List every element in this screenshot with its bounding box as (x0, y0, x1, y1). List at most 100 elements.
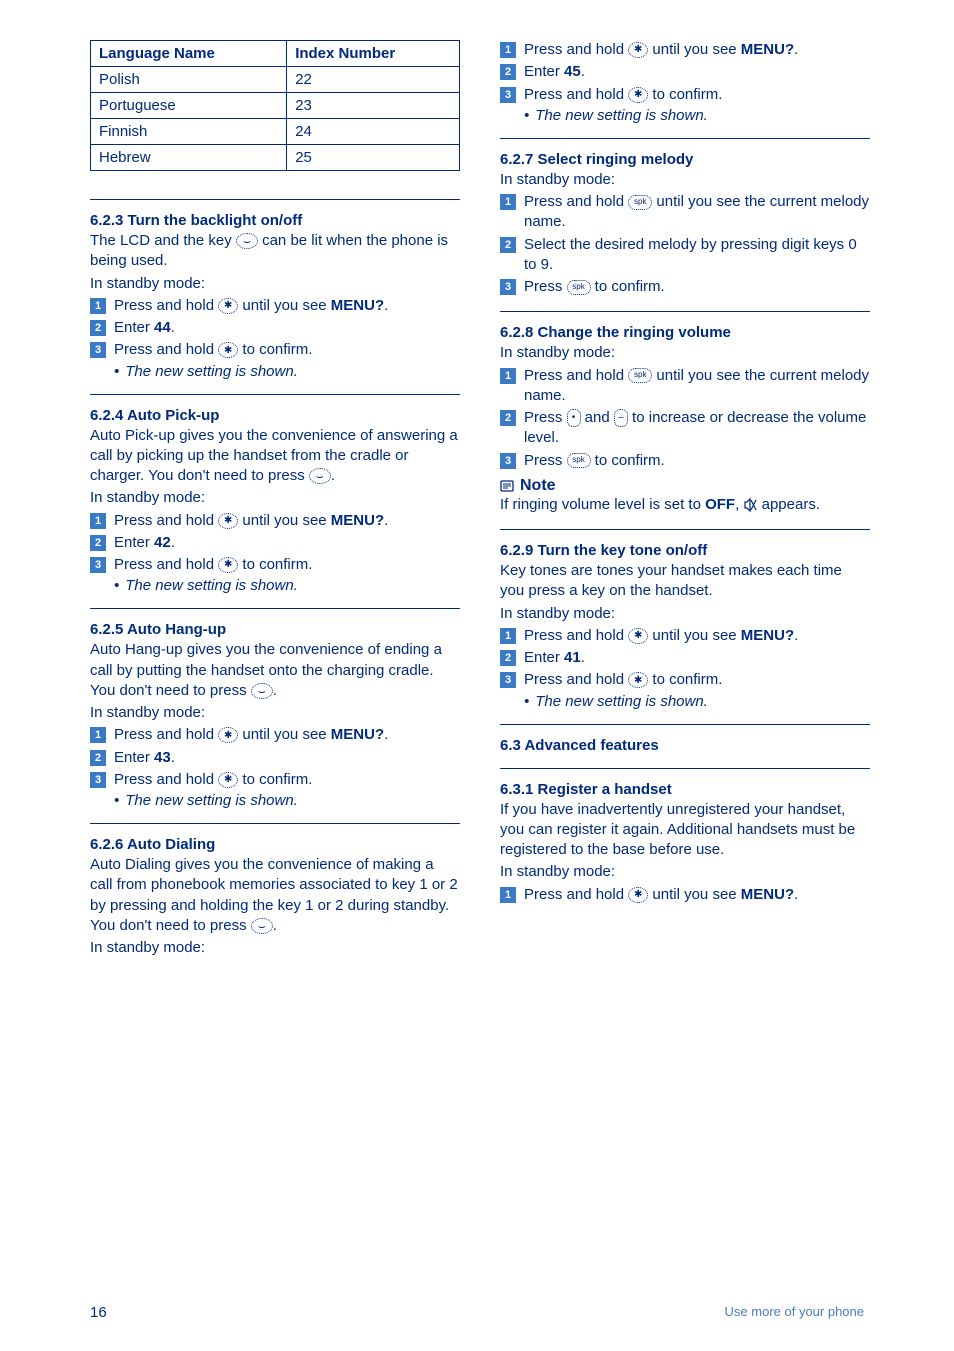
talk-key-icon: ⌣ (251, 918, 273, 934)
section-6-2-6: 6.2.6 Auto Dialing Auto Dialing gives yo… (90, 836, 460, 958)
section-body: The LCD and the key ⌣ can be lit when th… (90, 231, 460, 294)
note-icon (500, 479, 514, 493)
divider (90, 199, 460, 200)
step-number: 2 (500, 650, 516, 666)
step-2: 2Enter 44. (90, 318, 460, 338)
up-key-icon: • (567, 409, 581, 427)
star-key-icon: ✱ (628, 87, 648, 103)
step-number: 1 (500, 194, 516, 210)
step-2: 2Enter 41. (500, 648, 870, 668)
section-title: 6.2.9 Turn the key tone on/off (500, 542, 870, 559)
section-body: If you have inadvertently unregistered y… (500, 800, 870, 883)
section-6-2-8: 6.2.8 Change the ringing volume In stand… (500, 324, 870, 515)
step-3: 3Press and hold ✱ to confirm. (90, 340, 460, 360)
spk-key-icon: spk (567, 453, 591, 468)
divider (500, 529, 870, 530)
star-key-icon: ✱ (628, 42, 648, 58)
right-column: 1Press and hold ✱ until you see MENU?. 2… (500, 40, 870, 962)
step-2: 2Select the desired melody by pressing d… (500, 235, 870, 276)
step-1: 1Press and hold spk until you see the cu… (500, 192, 870, 233)
star-key-icon: ✱ (218, 557, 238, 573)
divider (90, 394, 460, 395)
step-number: 3 (90, 342, 106, 358)
step-number: 1 (500, 368, 516, 384)
step-number: 3 (500, 453, 516, 469)
table-header-row: Language Name Index Number (91, 41, 460, 67)
mute-icon (743, 497, 757, 513)
step-number: 3 (500, 672, 516, 688)
table-row: Polish22 (91, 67, 460, 93)
section-title: 6.2.4 Auto Pick-up (90, 407, 460, 424)
step-number: 2 (500, 64, 516, 80)
step-number: 2 (500, 237, 516, 253)
step-3: 3Press and hold ✱ to confirm. (500, 85, 870, 105)
page-footer: 16 Use more of your phone (90, 1304, 864, 1321)
spk-key-icon: spk (567, 280, 591, 295)
section-body: Key tones are tones your handset makes e… (500, 561, 870, 624)
step-number: 3 (500, 87, 516, 103)
step-1: 1Press and hold spk until you see the cu… (500, 366, 870, 407)
step-number: 1 (500, 887, 516, 903)
section-body: Auto Dialing gives you the convenience o… (90, 855, 460, 958)
talk-key-icon: ⌣ (236, 233, 258, 249)
result-bullet: The new setting is shown. (90, 577, 460, 594)
step-2: 2Enter 43. (90, 748, 460, 768)
result-bullet: The new setting is shown. (500, 107, 870, 124)
step-number: 1 (90, 298, 106, 314)
step-1: 1Press and hold ✱ until you see MENU?. (500, 885, 870, 905)
left-column: Language Name Index Number Polish22 Port… (90, 40, 460, 962)
step-number: 1 (90, 513, 106, 529)
star-key-icon: ✱ (628, 672, 648, 688)
step-number: 2 (90, 535, 106, 551)
section-body: Auto Pick-up gives you the convenience o… (90, 426, 460, 509)
section-6-3-1: 6.3.1 Register a handset If you have ina… (500, 781, 870, 905)
star-key-icon: ✱ (628, 887, 648, 903)
table-row: Finnish24 (91, 119, 460, 145)
result-bullet: The new setting is shown. (90, 363, 460, 380)
step-3: 3Press spk to confirm. (500, 277, 870, 297)
step-2: 2Press • and ‒ to increase or decrease t… (500, 408, 870, 449)
step-number: 2 (90, 750, 106, 766)
step-1: 1Press and hold ✱ until you see MENU?. (90, 511, 460, 531)
divider (90, 823, 460, 824)
step-3: 3Press spk to confirm. (500, 451, 870, 471)
spk-key-icon: spk (628, 368, 652, 383)
section-title: 6.2.8 Change the ringing volume (500, 324, 870, 341)
step-3: 3Press and hold ✱ to confirm. (90, 555, 460, 575)
section-title: 6.2.3 Turn the backlight on/off (90, 212, 460, 229)
star-key-icon: ✱ (218, 727, 238, 743)
step-number: 3 (90, 772, 106, 788)
section-title: 6.3.1 Register a handset (500, 781, 870, 798)
section-6-2-7: 6.2.7 Select ringing melody In standby m… (500, 151, 870, 298)
table-row: Portuguese23 (91, 93, 460, 119)
table-row: Hebrew25 (91, 145, 460, 171)
footer-label: Use more of your phone (725, 1304, 864, 1321)
talk-key-icon: ⌣ (251, 683, 273, 699)
divider (500, 724, 870, 725)
page-number: 16 (90, 1304, 107, 1321)
language-table: Language Name Index Number Polish22 Port… (90, 40, 460, 171)
step-1: 1Press and hold ✱ until you see MENU?. (90, 296, 460, 316)
section-6-2-9: 6.2.9 Turn the key tone on/off Key tones… (500, 542, 870, 710)
section-6-2-3: 6.2.3 Turn the backlight on/off The LCD … (90, 212, 460, 380)
note-heading: Note (500, 477, 870, 495)
divider (90, 608, 460, 609)
section-6-2-5: 6.2.5 Auto Hang-up Auto Hang-up gives yo… (90, 621, 460, 809)
section-title: 6.2.7 Select ringing melody (500, 151, 870, 168)
step-3: 3Press and hold ✱ to confirm. (500, 670, 870, 690)
spk-key-icon: spk (628, 195, 652, 210)
down-key-icon: ‒ (614, 409, 628, 427)
star-key-icon: ✱ (218, 298, 238, 314)
divider (500, 138, 870, 139)
step-number: 1 (500, 628, 516, 644)
result-bullet: The new setting is shown. (90, 792, 460, 809)
section-body: Auto Hang-up gives you the convenience o… (90, 640, 460, 723)
step-number: 3 (500, 279, 516, 295)
divider (500, 311, 870, 312)
star-key-icon: ✱ (218, 772, 238, 788)
step-number: 1 (500, 42, 516, 58)
section-title: 6.2.5 Auto Hang-up (90, 621, 460, 638)
section-6-2-6-cont: 1Press and hold ✱ until you see MENU?. 2… (500, 40, 870, 124)
step-number: 1 (90, 727, 106, 743)
table-header: Language Name (91, 41, 287, 67)
